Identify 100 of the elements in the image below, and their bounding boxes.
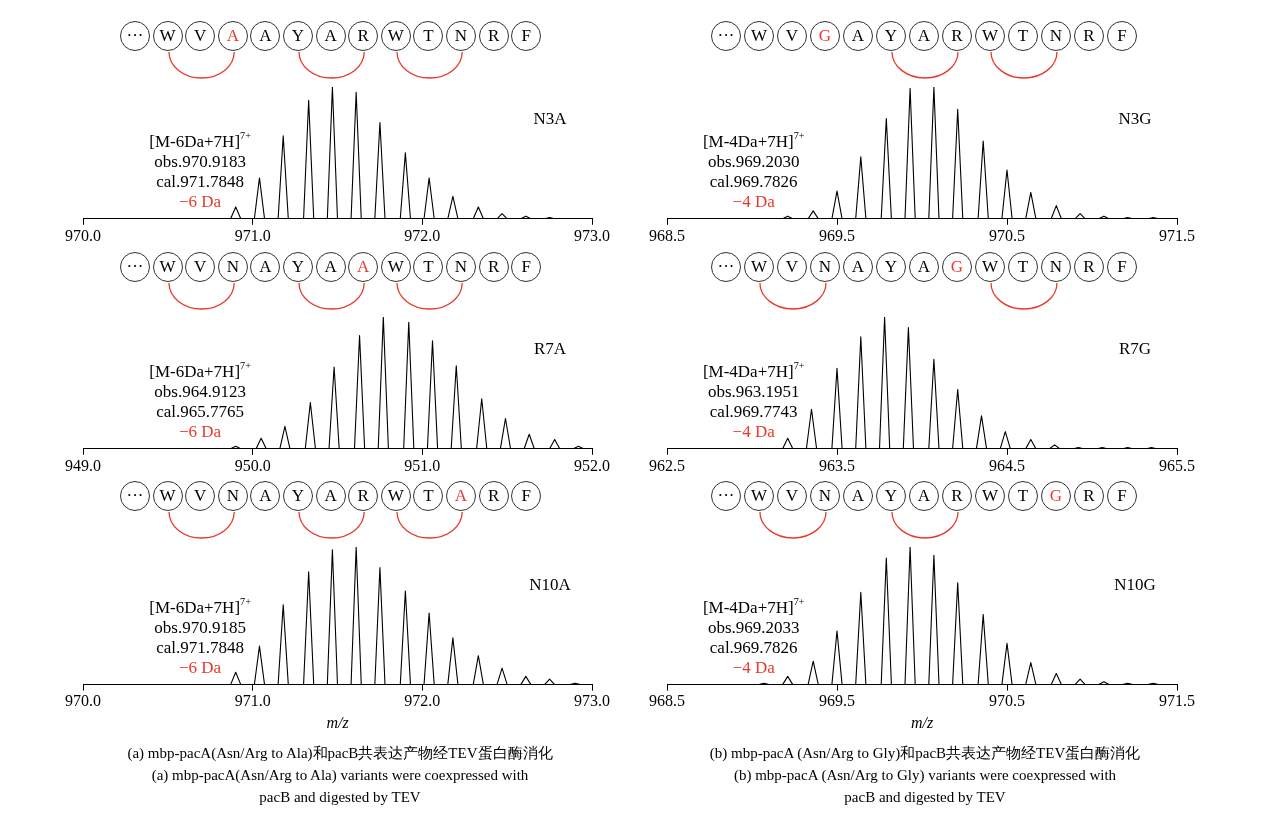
annotation: cal.971.7848 bbox=[156, 637, 244, 657]
x-tick-label: 971.5 bbox=[1159, 226, 1195, 244]
category-label: W bbox=[380, 252, 411, 282]
category-label: G bbox=[1041, 481, 1071, 511]
x-tick-label: 969.5 bbox=[819, 226, 855, 244]
text: pacB and digested by TEV bbox=[843, 788, 1007, 807]
annotation: cal.969.7826 bbox=[709, 637, 798, 657]
annotation: obs.969.2033 bbox=[707, 617, 800, 637]
x-axis-title: m/z bbox=[326, 713, 350, 731]
category-label: Y bbox=[876, 252, 906, 282]
x-tick-label: 970.5 bbox=[989, 226, 1025, 244]
category-label: F bbox=[1107, 252, 1137, 282]
x-tick-label: 968.5 bbox=[649, 226, 685, 244]
category-label: W bbox=[744, 252, 774, 282]
category-label: V bbox=[185, 252, 216, 282]
text: (a) mbp-pacA(Asn/Arg to Ala) variants were coexpressed with bbox=[150, 766, 530, 785]
text: (b) mbp-pacA (Asn/Arg to Gly)和pacB共表达产物经TEV蛋白酶消化 bbox=[708, 744, 1142, 763]
annotation: cal.965.7765 bbox=[156, 401, 244, 421]
annotation: N10G bbox=[1114, 574, 1156, 594]
category-label: T bbox=[413, 481, 444, 511]
category-label: V bbox=[777, 21, 807, 51]
annotation: obs.964.9123 bbox=[154, 381, 246, 401]
x-tick-label: 973.0 bbox=[574, 692, 610, 710]
category-label: T bbox=[413, 252, 444, 282]
category-label: R bbox=[348, 21, 379, 51]
category-label: A bbox=[250, 252, 281, 282]
category-label: V bbox=[777, 252, 807, 282]
x-tick-label: 963.5 bbox=[819, 456, 855, 474]
category-label: W bbox=[975, 252, 1005, 282]
category-label: ··· bbox=[120, 252, 150, 282]
category-label: N bbox=[446, 21, 476, 51]
annotation: −4 Da bbox=[732, 421, 776, 441]
category-label: ··· bbox=[120, 481, 150, 511]
category-label: A bbox=[250, 21, 281, 51]
category-label: N bbox=[810, 481, 840, 511]
annotation: R7G bbox=[1118, 338, 1152, 358]
category-label: N bbox=[217, 252, 248, 282]
category-label: R bbox=[1074, 481, 1104, 511]
category-label: A bbox=[909, 481, 939, 511]
annotation: −4 Da bbox=[732, 191, 776, 211]
x-tick-label: 951.0 bbox=[404, 456, 441, 474]
x-tick-label: 972.0 bbox=[404, 692, 441, 710]
x-tick-label: 971.0 bbox=[234, 692, 271, 710]
category-label: N bbox=[217, 481, 248, 511]
text: pacB and digested by TEV bbox=[258, 788, 422, 807]
category-label: Y bbox=[283, 21, 313, 51]
category-label: F bbox=[1107, 21, 1137, 51]
category-label: W bbox=[380, 21, 411, 51]
annotation: −6 Da bbox=[178, 421, 222, 441]
category-label: W bbox=[975, 481, 1005, 511]
category-label: N bbox=[446, 252, 476, 282]
annotation: obs.970.9183 bbox=[154, 151, 246, 171]
x-tick-label: 970.5 bbox=[989, 692, 1025, 710]
category-label: V bbox=[777, 481, 807, 511]
annotation: cal.969.7743 bbox=[709, 401, 798, 421]
category-label: F bbox=[511, 252, 542, 282]
category-label: A bbox=[315, 481, 346, 511]
x-tick-label: 968.5 bbox=[649, 692, 685, 710]
annotation: obs.970.9185 bbox=[154, 617, 246, 637]
annotation: N3G bbox=[1118, 108, 1152, 128]
category-label: N bbox=[1041, 21, 1071, 51]
category-label: F bbox=[1107, 481, 1137, 511]
category-label: R bbox=[478, 481, 509, 511]
category-label: W bbox=[744, 21, 774, 51]
category-label: Y bbox=[876, 21, 906, 51]
category-label: W bbox=[152, 481, 183, 511]
category-label: W bbox=[380, 481, 411, 511]
category-label: A bbox=[217, 21, 248, 51]
x-axis-title: m/z bbox=[910, 713, 934, 731]
category-label: R bbox=[1074, 252, 1104, 282]
annotation: obs.963.1951 bbox=[707, 381, 800, 401]
category-label: A bbox=[843, 481, 873, 511]
category-label: A bbox=[250, 481, 281, 511]
category-label: A bbox=[315, 21, 346, 51]
category-label: A bbox=[843, 252, 873, 282]
category-label: A bbox=[348, 252, 379, 282]
annotation: N10A bbox=[529, 574, 572, 594]
annotation: −4 Da bbox=[732, 657, 776, 677]
annotation: N3A bbox=[533, 108, 568, 128]
category-label: T bbox=[1008, 481, 1038, 511]
category-label: A bbox=[843, 21, 873, 51]
category-label: T bbox=[1008, 252, 1038, 282]
category-label: Y bbox=[283, 481, 313, 511]
category-label: N bbox=[1041, 252, 1071, 282]
category-label: R bbox=[942, 481, 972, 511]
x-tick-label: 970.0 bbox=[65, 692, 101, 710]
category-label: A bbox=[446, 481, 476, 511]
x-tick-label: 965.5 bbox=[1159, 456, 1195, 474]
category-label: N bbox=[810, 252, 840, 282]
x-tick-label: 971.5 bbox=[1159, 692, 1195, 710]
annotation: cal.971.7848 bbox=[156, 171, 244, 191]
x-tick-label: 972.0 bbox=[404, 226, 441, 244]
category-label: V bbox=[185, 21, 216, 51]
category-label: T bbox=[1008, 21, 1038, 51]
text: (a) mbp-pacA(Asn/Arg to Ala)和pacB共表达产物经TEV蛋白酶消化 bbox=[126, 744, 554, 763]
text: (b) mbp-pacA (Asn/Arg to Gly) variants were coexpressed with bbox=[732, 766, 1118, 785]
x-tick-label: 970.0 bbox=[65, 226, 101, 244]
category-label: ··· bbox=[711, 21, 741, 51]
category-label: R bbox=[1074, 21, 1104, 51]
category-label: R bbox=[348, 481, 379, 511]
